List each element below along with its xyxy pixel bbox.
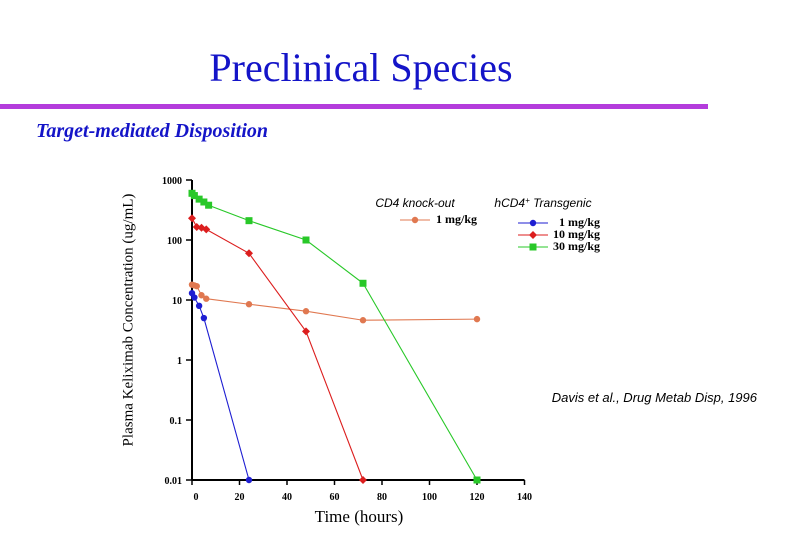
x-tick-label: 60 [330,492,340,503]
legend-header-transgenic: hCD4+ Transgenic [494,196,591,211]
series-2 [188,289,253,484]
y-tick-label: 100 [167,236,182,247]
y-tick-label: 0.1 [170,416,183,427]
data-point [302,236,310,244]
data-point [359,476,367,484]
data-point [473,476,481,484]
data-point [245,301,253,308]
data-point [302,327,310,336]
data-point [200,314,208,322]
y-tick-label: 10 [172,296,182,307]
data-point [195,195,203,203]
slide-title: Preclinical Species [209,45,513,90]
legend-marker [529,243,537,251]
data-point [245,217,253,225]
data-point [202,225,211,234]
legend-label: 1 mg/kg [436,212,477,226]
series-4 [188,189,481,484]
series-3 [188,214,367,484]
y-tick-label: 0.01 [165,476,183,487]
series-1 [188,281,481,324]
legend-marker [411,216,419,224]
data-point [190,192,198,200]
legend-label: 30 mg/kg [553,239,600,253]
x-axis-label: Time (hours) [315,507,404,526]
x-tick-label: 0 [194,492,199,503]
x-tick-label: 100 [422,492,437,503]
legend-label: 10 mg/kg [553,227,600,241]
x-tick-label: 120 [470,492,485,503]
y-tick-label: 1 [177,356,182,367]
data-point [473,315,481,323]
legend-header-knockout: CD4 knock-out [375,196,455,210]
data-point [191,294,198,301]
legend-label: 1 mg/kg [559,215,600,229]
series-line [191,192,478,481]
x-tick-label: 140 [517,492,532,503]
data-point [200,198,208,206]
data-point [245,476,253,484]
series-line [191,292,250,481]
data-point [302,308,310,315]
series-line [191,284,478,321]
y-tick-label: 1000 [162,176,182,187]
chart-legend: CD4 knock-out 1 mg/kg hCD4+ Transgenic 1 mg… [375,196,600,254]
x-tick-label: 40 [282,492,292,503]
data-point [205,201,213,209]
chart-series [188,189,481,484]
data-point [359,279,367,287]
data-point [198,292,205,299]
data-point [245,249,253,258]
x-tick-label: 20 [235,492,245,503]
legend-marker [529,219,537,227]
data-point [188,214,196,223]
slide-subtitle: Target-mediated Disposition [36,120,269,142]
title-underline [0,104,708,109]
legend-marker [529,231,537,239]
series-line [191,218,364,481]
data-point [193,282,200,290]
data-point [203,295,210,302]
citation-annotation: Davis et al., Drug Metab Disp, 1996 [552,390,758,405]
data-point [195,302,203,310]
data-point [359,317,367,324]
x-tick-label: 80 [377,492,387,503]
